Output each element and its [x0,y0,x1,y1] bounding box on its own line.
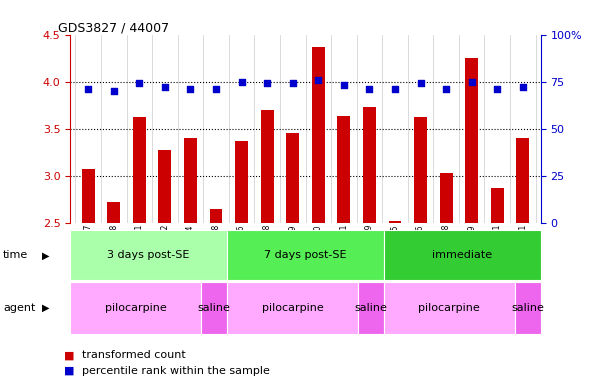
Bar [414,118,427,223]
Bar [337,116,350,223]
Point [415,80,425,86]
Bar [358,282,384,334]
Bar [235,141,248,223]
Point [160,84,170,90]
Point [441,86,451,92]
Text: time: time [3,250,28,260]
Bar [70,230,227,280]
Text: GDS3827 / 44007: GDS3827 / 44007 [58,21,169,34]
Bar [184,138,197,223]
Bar [201,282,227,334]
Bar [363,107,376,223]
Point [262,80,272,86]
Bar [108,202,120,223]
Text: transformed count: transformed count [82,350,186,360]
Point [186,86,196,92]
Bar [227,282,358,334]
Text: agent: agent [3,303,35,313]
Text: saline: saline [354,303,387,313]
Bar [312,47,324,223]
Text: saline: saline [197,303,230,313]
Bar [133,118,145,223]
Point [134,80,144,86]
Point [492,86,502,92]
Text: ■: ■ [64,350,75,360]
Text: saline: saline [511,303,544,313]
Text: ▶: ▶ [42,303,49,313]
Point [390,86,400,92]
Bar [466,58,478,223]
Bar [261,110,274,223]
Bar [516,138,529,223]
Point [236,79,246,85]
Bar [287,133,299,223]
Text: percentile rank within the sample: percentile rank within the sample [82,366,270,376]
Bar [158,150,171,223]
Point [83,86,93,92]
Text: pilocarpine: pilocarpine [262,303,323,313]
Point [313,77,323,83]
Point [288,80,298,86]
Bar [70,282,201,334]
Text: immediate: immediate [432,250,492,260]
Point [518,84,528,90]
Text: ▶: ▶ [42,250,49,260]
Point [211,86,221,92]
Point [339,82,349,88]
Bar [82,169,95,223]
Point [365,86,375,92]
Point [467,79,477,85]
Bar [384,230,541,280]
Bar [227,230,384,280]
Point [109,88,119,94]
Text: ■: ■ [64,366,75,376]
Bar [389,221,401,223]
Bar [210,209,222,223]
Bar [440,173,453,223]
Text: 7 days post-SE: 7 days post-SE [264,250,347,260]
Text: pilocarpine: pilocarpine [419,303,480,313]
Bar [491,188,503,223]
Text: pilocarpine: pilocarpine [104,303,166,313]
Bar [384,282,514,334]
Bar [514,282,541,334]
Text: 3 days post-SE: 3 days post-SE [108,250,190,260]
